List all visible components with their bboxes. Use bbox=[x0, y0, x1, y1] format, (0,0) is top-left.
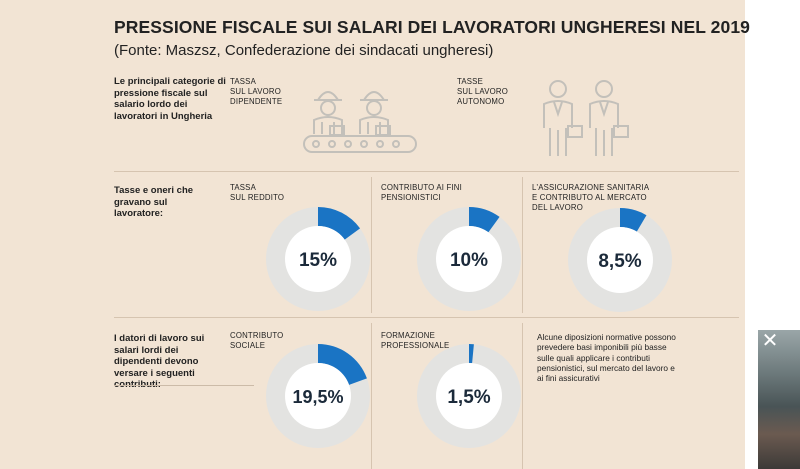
donut-hole bbox=[587, 227, 653, 293]
donut-hole bbox=[285, 226, 351, 292]
row2-label: I datori di lavoro sui salari lordi dei … bbox=[114, 333, 205, 390]
donut-hole bbox=[436, 226, 502, 292]
donut-income-tax: 15% bbox=[266, 207, 370, 311]
donut-label-health: L'ASSICURAZIONE SANITARIA E CONTRIBUTO AL… bbox=[532, 183, 650, 212]
donut-segment bbox=[469, 207, 500, 233]
donut-social: 19,5% bbox=[266, 344, 370, 448]
donut-value-label: 1,5% bbox=[447, 387, 490, 408]
donut-pension: 10% bbox=[417, 207, 521, 311]
donut-label-income-tax: TASSA SUL REDDITO bbox=[230, 183, 285, 202]
donut-label-training: FORMAZIONE PROFESSIONALE bbox=[381, 331, 450, 350]
column-divider bbox=[371, 323, 372, 469]
column-divider bbox=[522, 177, 523, 313]
chart-title: PRESSIONE FISCALE SUI SALARI DEI LAVORAT… bbox=[114, 17, 750, 37]
factory-workers-icon bbox=[303, 91, 417, 153]
row1-label: Tasse e oneri che gravano sul lavoratore… bbox=[114, 185, 194, 219]
intro-label: Le principali categorie di pressione fis… bbox=[114, 76, 226, 122]
close-icon[interactable]: ✕ bbox=[761, 330, 779, 352]
donut-value-label: 8,5% bbox=[598, 251, 641, 272]
donut-segment bbox=[318, 344, 367, 385]
donut-value-label: 19,5% bbox=[292, 387, 343, 407]
chart-subtitle: (Fonte: Maszsz, Confederazione dei sinda… bbox=[114, 42, 494, 59]
column-divider bbox=[522, 323, 523, 469]
donut-training: 1,5% bbox=[417, 344, 521, 448]
donut-health: 8,5% bbox=[568, 208, 672, 312]
donut-label-pension: CONTRIBUTO AI FINI PENSIONISTICI bbox=[381, 183, 462, 202]
donut-label-social: CONTRIBUTO SOCIALE bbox=[230, 331, 284, 350]
row-label-underline bbox=[114, 385, 254, 386]
donut-value-label: 15% bbox=[299, 250, 337, 271]
row-divider bbox=[114, 171, 739, 172]
donut-hole bbox=[436, 363, 502, 429]
column-divider bbox=[371, 177, 372, 313]
category-label-self-employed: TASSE SUL LAVORO AUTONOMO bbox=[457, 77, 508, 106]
donut-value-label: 10% bbox=[450, 250, 488, 271]
footnote: Alcune diposizioni normative possono pre… bbox=[537, 332, 676, 384]
donut-segment bbox=[620, 208, 647, 232]
donut-segment bbox=[318, 207, 361, 240]
row-divider bbox=[114, 317, 739, 318]
video-thumbnail[interactable] bbox=[758, 330, 800, 469]
businessmen-icon bbox=[543, 80, 629, 156]
donut-hole bbox=[285, 363, 351, 429]
donut-segment bbox=[469, 344, 474, 364]
category-label-employee: TASSA SUL LAVORO DIPENDENTE bbox=[230, 77, 283, 106]
